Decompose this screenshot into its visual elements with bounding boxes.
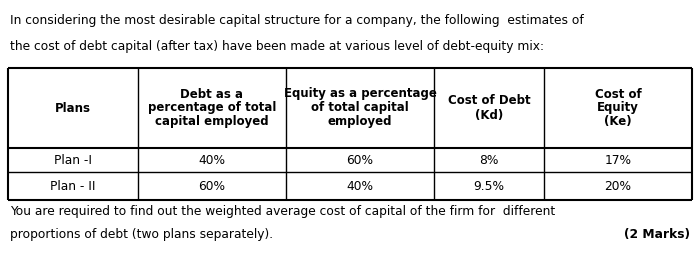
Text: (Ke): (Ke) bbox=[604, 115, 632, 128]
Text: Debt as a: Debt as a bbox=[181, 88, 244, 101]
Text: capital employed: capital employed bbox=[155, 115, 269, 128]
Text: employed: employed bbox=[328, 115, 392, 128]
Text: 40%: 40% bbox=[346, 179, 374, 192]
Text: 17%: 17% bbox=[605, 153, 631, 166]
Text: Equity: Equity bbox=[597, 101, 639, 114]
Text: 60%: 60% bbox=[199, 179, 225, 192]
Text: (Kd): (Kd) bbox=[475, 108, 503, 121]
Text: 40%: 40% bbox=[199, 153, 225, 166]
Text: In considering the most desirable capital structure for a company, the following: In considering the most desirable capita… bbox=[10, 14, 584, 27]
Text: Cost of: Cost of bbox=[594, 88, 641, 101]
Text: Cost of Debt: Cost of Debt bbox=[448, 94, 531, 107]
Text: 9.5%: 9.5% bbox=[473, 179, 505, 192]
Text: the cost of debt capital (after tax) have been made at various level of debt-equ: the cost of debt capital (after tax) hav… bbox=[10, 40, 544, 53]
Text: (2 Marks): (2 Marks) bbox=[624, 228, 690, 241]
Text: 20%: 20% bbox=[605, 179, 631, 192]
Text: 8%: 8% bbox=[480, 153, 498, 166]
Text: Plan -I: Plan -I bbox=[54, 153, 92, 166]
Text: of total capital: of total capital bbox=[311, 101, 409, 114]
Text: You are required to find out the weighted average cost of capital of the firm fo: You are required to find out the weighte… bbox=[10, 205, 555, 218]
Text: percentage of total: percentage of total bbox=[148, 101, 276, 114]
Text: 60%: 60% bbox=[346, 153, 374, 166]
Text: Plan - II: Plan - II bbox=[50, 179, 96, 192]
Text: Equity as a percentage: Equity as a percentage bbox=[284, 88, 436, 101]
Text: proportions of debt (two plans separately).: proportions of debt (two plans separatel… bbox=[10, 228, 273, 241]
Text: Plans: Plans bbox=[55, 101, 91, 114]
